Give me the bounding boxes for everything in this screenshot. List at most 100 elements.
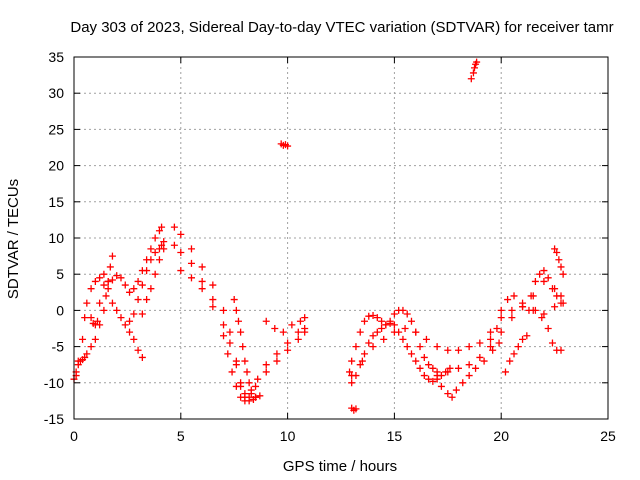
data-point-track-a <box>81 353 89 361</box>
data-point-outlier-a <box>284 142 292 150</box>
data-point-track-s <box>557 299 565 307</box>
data-point-outlier-b <box>471 64 478 72</box>
data-point-track-a <box>91 335 99 343</box>
data-point-track-l <box>420 372 428 380</box>
data-point-track-l <box>403 343 411 351</box>
data-point-track-f <box>273 357 281 365</box>
data-point-track-k <box>365 312 373 320</box>
data-point-track-l <box>407 350 415 358</box>
data-point-track-l <box>425 375 433 383</box>
data-point-track-p <box>459 379 467 387</box>
data-point-track-k <box>378 317 386 325</box>
data-point-track-a <box>87 343 95 351</box>
data-point-track-c <box>130 285 138 293</box>
data-point-track-t <box>555 256 563 264</box>
data-point-track-i <box>239 343 247 351</box>
data-point-track-c <box>108 276 116 284</box>
y-tick-label: 5 <box>56 266 64 282</box>
data-point-track-k <box>425 361 433 369</box>
data-point-track-i <box>230 296 238 304</box>
data-point-track-r <box>514 343 522 351</box>
data-point-track-o <box>487 343 495 351</box>
data-point-track-f <box>170 223 178 231</box>
data-point-track-f <box>262 368 270 376</box>
data-point-track-b <box>91 277 99 285</box>
data-point-track-o <box>454 364 462 372</box>
data-point-track-j <box>271 325 279 332</box>
data-point-track-a <box>102 292 110 300</box>
data-point-track-g <box>232 361 240 369</box>
data-point-track-g <box>301 325 309 332</box>
data-point-track-g <box>170 241 178 249</box>
y-tick-label: -5 <box>52 339 65 355</box>
data-point-track-g <box>237 379 245 387</box>
chart-title: Day 303 of 2023, Sidereal Day-to-day VTE… <box>70 19 613 36</box>
data-point-track-i <box>241 357 249 365</box>
data-point-track-f <box>209 281 217 289</box>
data-point-track-t <box>553 248 561 256</box>
data-point-track-j <box>262 317 270 325</box>
data-point-track-k <box>348 357 356 365</box>
data-point-track-h <box>245 397 253 405</box>
data-point-track-j <box>296 317 304 325</box>
data-point-track-h <box>198 285 206 293</box>
data-point-track-c <box>93 317 101 325</box>
data-point-track-i <box>252 393 260 401</box>
data-point-track-d <box>151 248 159 256</box>
data-point-track-s <box>544 274 552 282</box>
data-point-track-e <box>160 245 168 253</box>
data-point-track-b <box>81 314 89 322</box>
data-point-track-o <box>444 368 452 376</box>
data-point-track-t <box>557 263 565 271</box>
data-point-track-a <box>106 263 114 271</box>
data-point-track-q <box>525 306 533 314</box>
data-point-track-b <box>79 335 87 343</box>
data-point-track-e <box>138 310 146 318</box>
data-point-track-l <box>416 364 424 372</box>
data-point-track-b <box>138 353 146 361</box>
data-point-track-e <box>155 256 163 264</box>
data-point-track-b <box>83 299 91 307</box>
y-tick-label: 25 <box>48 121 64 137</box>
data-point-track-s <box>540 267 548 275</box>
y-tick-label: -10 <box>44 375 64 391</box>
x-axis-label: GPS time / hours <box>283 458 397 475</box>
data-point-track-h <box>209 303 217 311</box>
data-point-track-e <box>147 285 155 293</box>
data-point-track-l <box>369 332 377 340</box>
data-point-track-f <box>226 328 234 336</box>
data-point-track-r <box>506 357 514 365</box>
data-point-track-h <box>237 393 245 401</box>
data-point-track-q <box>544 325 552 332</box>
data-point-track-b <box>100 270 108 278</box>
data-point-track-i <box>245 379 253 387</box>
x-tick-label: 25 <box>600 428 616 444</box>
data-point-track-l <box>412 357 420 365</box>
data-point-track-b <box>108 299 116 307</box>
data-point-track-a <box>100 306 108 314</box>
data-point-track-c <box>155 227 163 235</box>
data-point-track-o <box>476 353 484 361</box>
data-point-track-i <box>243 368 251 376</box>
data-point-track-q <box>538 314 546 322</box>
data-point-track-q <box>548 339 556 347</box>
data-point-track-o <box>497 328 505 336</box>
data-point-track-q <box>510 292 518 300</box>
data-point-track-g <box>262 361 270 369</box>
data-point-track-m <box>401 325 409 332</box>
data-point-track-q <box>557 346 565 354</box>
data-point-track-s <box>527 292 535 300</box>
data-point-track-h <box>220 332 228 340</box>
data-point-track-m <box>369 343 377 351</box>
y-axis-label: SDTVAR / TECUs <box>5 179 22 299</box>
data-point-track-c <box>91 321 99 329</box>
data-point-outlier-b <box>473 58 481 66</box>
data-point-track-p <box>444 390 452 398</box>
data-point-track-p <box>448 393 456 401</box>
data-point-track-h <box>256 392 264 400</box>
data-point-track-l <box>356 361 364 369</box>
data-point-track-g <box>254 375 262 383</box>
data-point-track-d <box>160 238 168 246</box>
data-point-track-m <box>390 328 398 336</box>
data-point-track-b <box>134 346 142 354</box>
